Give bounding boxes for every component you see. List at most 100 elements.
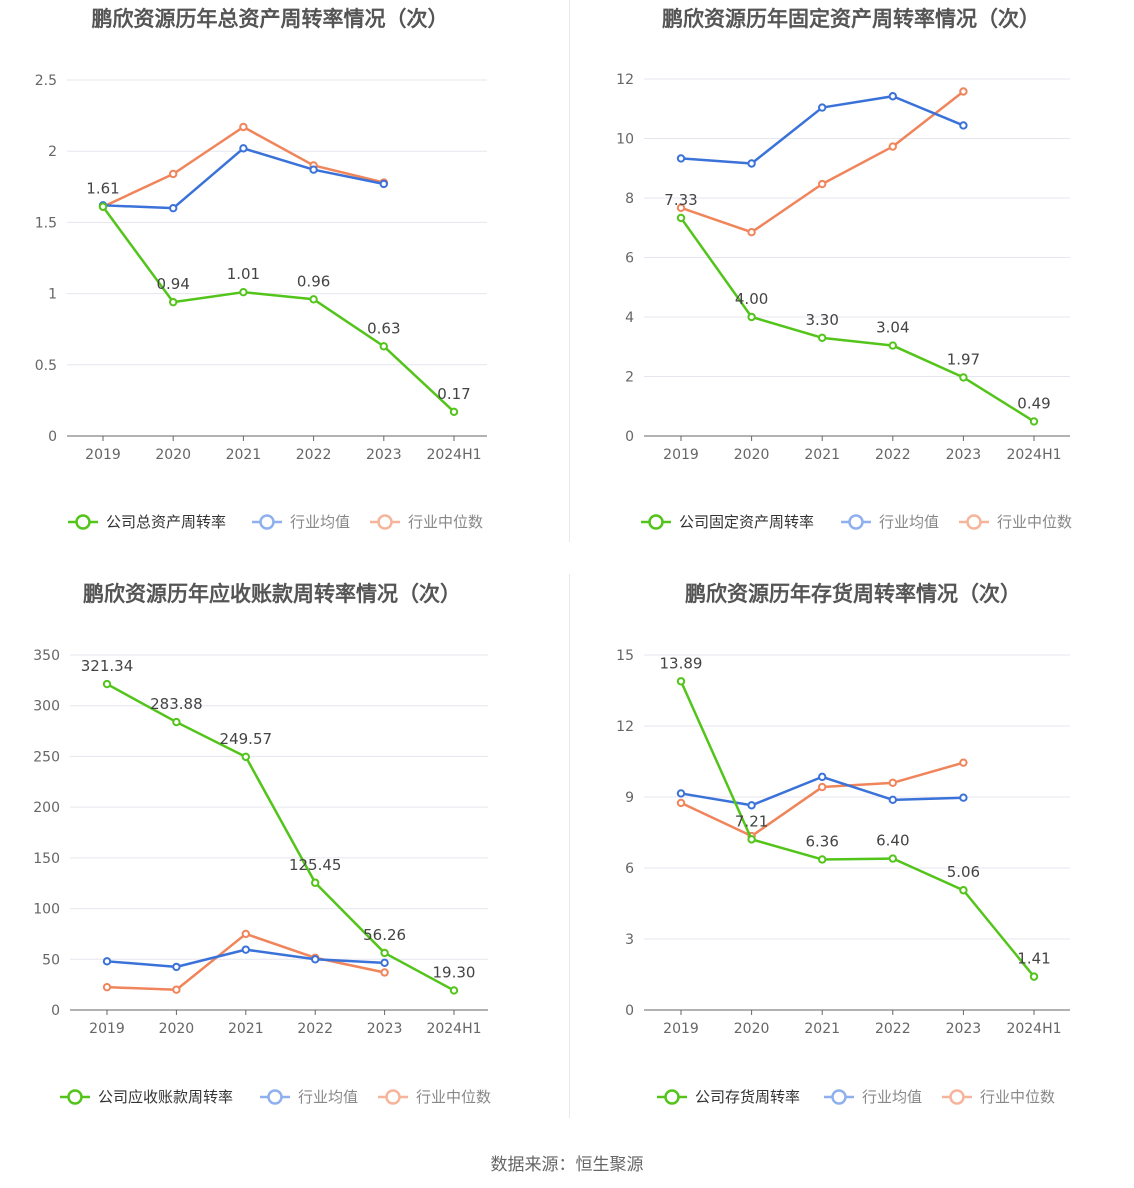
data-point-0 [169,297,178,307]
legend-marker-2 [377,514,393,530]
y-tick-label: 12 [616,72,634,88]
y-tick-label: 0 [48,429,57,445]
x-tick-label: 2024H1 [426,1021,481,1037]
series-line-2 [102,125,385,208]
legend-marker-0 [75,514,91,530]
legend-label: 行业中位数 [416,1088,491,1106]
x-tick-label: 2019 [85,447,121,463]
data-point-0 [379,342,388,351]
data-point-1 [818,103,827,112]
data-point-1 [379,179,388,189]
legend-marker-0 [67,1089,83,1105]
x-tick-label: 2019 [89,1021,125,1037]
data-point-1 [172,962,181,972]
legend-marker-0 [664,1089,680,1105]
data-point-0 [311,878,320,887]
legend-marker-0 [648,514,664,530]
y-tick-label: 250 [33,749,60,765]
x-tick-label: 2020 [734,1021,770,1037]
x-tick-label: 2024H1 [426,447,481,463]
data-point-0 [818,855,827,864]
legend-label: 行业中位数 [408,513,483,531]
data-point-1 [747,801,756,810]
y-tick-label: 0.5 [35,358,57,374]
data-point-1 [676,154,686,163]
chart-fixed-asset-turnover: 鹏欣资源历年固定资产周转率情况（次） 0 2 4 6 8 10 12 2019 2020 2021 2… [616,7,1072,531]
y-tick-label: 0 [51,1003,60,1019]
y-tick-label: 0 [625,1003,634,1019]
data-point-2 [380,968,389,977]
data-label: 7.21 [735,812,768,830]
data-point-2 [676,798,686,808]
y-tick-label: 6 [625,861,634,877]
data-label: 0.63 [367,319,400,337]
data-label: 6.40 [876,832,909,850]
chart-receivable-turnover: 鹏欣资源历年应收账款周转率情况（次） 0 50 100 150 200 250 300 350 2… [33,582,491,1106]
series-line-1 [102,147,385,210]
data-point-0 [239,287,248,297]
data-point-0 [959,373,968,382]
data-point-0 [747,312,756,322]
data-point-2 [676,203,686,213]
legend-label: 行业均值 [290,513,350,531]
y-tick-label: 3 [625,932,634,948]
data-point-0 [747,835,756,844]
data-label: 3.04 [876,319,909,337]
data-point-1 [959,121,968,130]
x-tick-label: 2023 [946,1021,982,1037]
data-point-0 [98,202,108,211]
data-point-1 [309,165,318,174]
data-point-0 [888,341,897,350]
data-point-0 [959,886,968,895]
data-label: 1.41 [1017,950,1050,968]
x-tick-label: 2020 [155,447,191,463]
chart-inventory-turnover: 鹏欣资源历年存货周转率情况（次） 0 3 6 9 12 15 2019 2020 2021 2022… [616,582,1070,1106]
data-point-2 [239,122,248,132]
legend-label: 公司应收账款周转率 [98,1088,233,1106]
legend-label: 行业均值 [298,1088,358,1106]
data-point-0 [1029,417,1039,426]
x-tick-label: 2022 [875,447,911,463]
y-tick-label: 150 [33,851,60,867]
data-point-2 [172,985,181,994]
legend-label: 行业中位数 [980,1088,1055,1106]
data-source-note: 数据来源：恒生聚源 [490,1155,644,1175]
panel-divider-top [569,0,570,542]
x-tick-label: 2022 [296,447,332,463]
x-tick-label: 2019 [663,447,699,463]
data-point-2 [169,169,178,179]
data-point-2 [818,179,827,189]
data-point-0 [241,752,251,762]
series-line-0 [679,217,1035,423]
data-point-2 [747,228,756,237]
data-point-2 [241,929,251,939]
data-label: 3.30 [805,311,838,329]
y-tick-label: 10 [616,132,634,148]
data-point-0 [818,333,827,343]
data-label: 5.06 [947,863,980,881]
data-point-1 [676,789,686,798]
data-point-1 [818,772,827,782]
data-label: 56.26 [363,926,406,944]
data-label: 283.88 [150,695,203,713]
data-point-1 [169,203,178,213]
data-point-2 [888,778,897,788]
y-tick-label: 4 [625,310,634,326]
legend-label: 行业均值 [879,513,939,531]
data-point-0 [449,407,459,416]
legend-marker-1 [259,514,275,530]
chart-title: 鹏欣资源历年应收账款周转率情况（次） [83,582,461,606]
data-point-1 [311,955,320,964]
x-tick-label: 2023 [366,447,402,463]
data-label: 0.94 [156,275,189,293]
data-point-0 [102,679,112,689]
chart-total-asset-turnover: 鹏欣资源历年总资产周转率情况（次） 0 0.5 1 1.5 2 2.5 2019 2020 202… [35,7,487,531]
x-tick-label: 2024H1 [1006,447,1061,463]
y-tick-label: 15 [616,648,634,664]
x-tick-label: 2020 [734,447,770,463]
legend-label: 公司固定资产周转率 [679,513,814,531]
data-point-1 [380,958,389,968]
legend-label: 公司总资产周转率 [106,513,226,531]
legend-marker-2 [949,1089,965,1105]
data-point-2 [959,758,968,767]
